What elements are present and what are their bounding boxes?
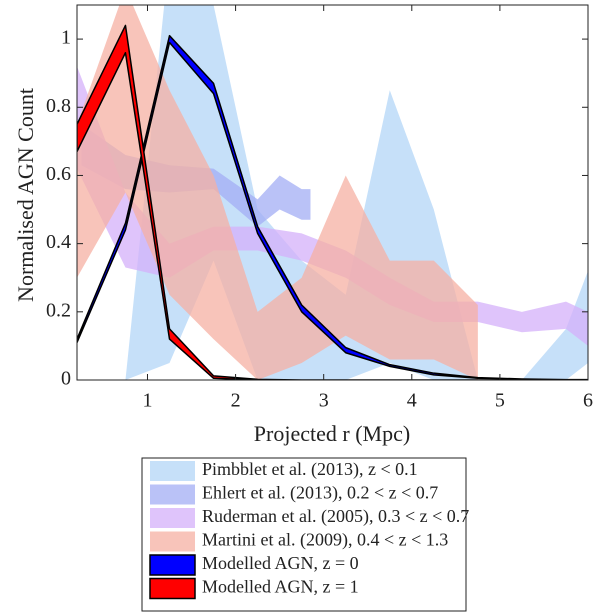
x-tick-label: 6 bbox=[583, 390, 593, 412]
band bbox=[77, 66, 588, 346]
legend-swatch bbox=[150, 531, 195, 552]
x-tick-label: 4 bbox=[407, 390, 417, 412]
x-tick-label: 5 bbox=[495, 390, 505, 412]
legend-swatch bbox=[150, 508, 195, 528]
legend-label: Modelled AGN, z = 0 bbox=[202, 553, 359, 573]
x-tick-label: 1 bbox=[142, 390, 152, 412]
legend-swatch bbox=[149, 554, 196, 576]
band bbox=[77, 5, 478, 380]
y-tick-label: 1 bbox=[61, 27, 71, 49]
plot-area bbox=[77, 5, 588, 380]
legend-label: Pimbblet et al. (2013), z < 0.1 bbox=[202, 459, 418, 480]
legend-label: Ruderman et al. (2005), 0.3 < z < 0.7 bbox=[202, 506, 469, 527]
legend-label: Ehlert et al. (2013), 0.2 < z < 0.7 bbox=[202, 483, 438, 504]
legend-label: Martini et al. (2009), 0.4 < z < 1.3 bbox=[202, 530, 448, 551]
legend-swatch bbox=[149, 577, 196, 600]
legend-label: Modelled AGN, z = 1 bbox=[202, 577, 359, 597]
legend-swatch bbox=[150, 484, 195, 505]
legend-swatch bbox=[150, 461, 195, 481]
y-tick-label: 0.8 bbox=[46, 95, 71, 117]
y-tick-label: 0 bbox=[61, 368, 71, 390]
y-tick-label: 0.2 bbox=[46, 299, 71, 321]
band bbox=[77, 24, 588, 380]
x-tick-label: 2 bbox=[231, 390, 241, 412]
x-tick-label: 3 bbox=[319, 390, 329, 412]
y-tick-label: 0.4 bbox=[46, 231, 71, 253]
y-axis-label: Normalised AGN Count bbox=[13, 88, 38, 302]
x-axis-label: Projected r (Mpc) bbox=[254, 421, 410, 446]
axes-frame bbox=[76, 4, 589, 381]
legend-box bbox=[141, 457, 467, 612]
y-tick-label: 0.6 bbox=[46, 163, 71, 185]
